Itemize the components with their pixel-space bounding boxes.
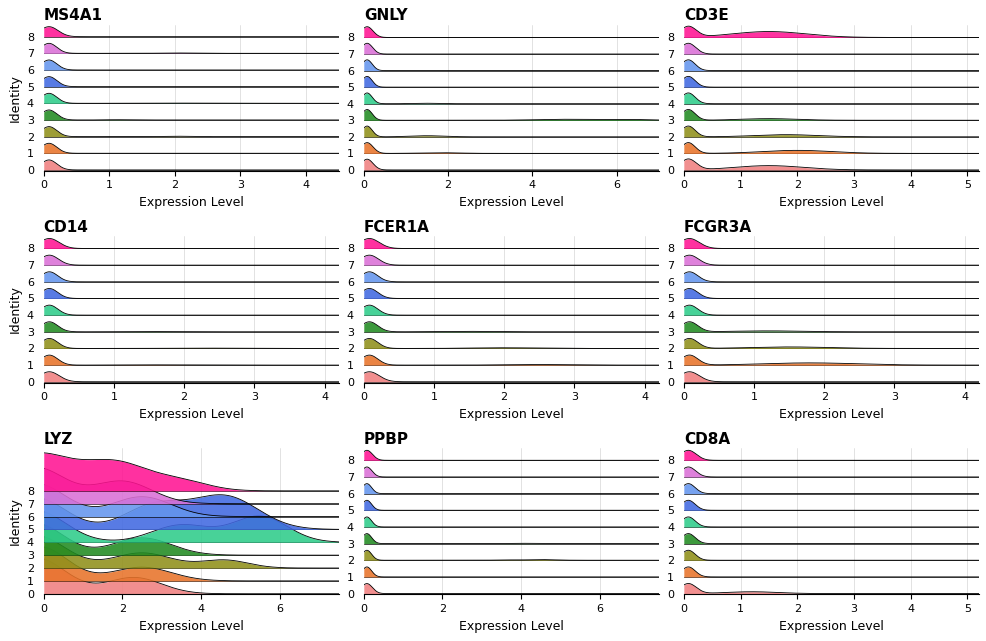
X-axis label: Expression Level: Expression Level (458, 196, 563, 209)
Y-axis label: Identity: Identity (8, 285, 22, 333)
X-axis label: Expression Level: Expression Level (778, 408, 882, 421)
X-axis label: Expression Level: Expression Level (458, 408, 563, 421)
Text: CD8A: CD8A (683, 432, 730, 447)
Text: FCER1A: FCER1A (364, 220, 429, 235)
Y-axis label: Identity: Identity (8, 497, 22, 545)
Text: GNLY: GNLY (364, 8, 407, 23)
Y-axis label: Identity: Identity (8, 74, 22, 122)
X-axis label: Expression Level: Expression Level (458, 620, 563, 633)
X-axis label: Expression Level: Expression Level (778, 196, 882, 209)
X-axis label: Expression Level: Expression Level (139, 408, 244, 421)
Text: CD3E: CD3E (683, 8, 728, 23)
Text: LYZ: LYZ (43, 432, 73, 447)
X-axis label: Expression Level: Expression Level (139, 196, 244, 209)
Text: CD14: CD14 (43, 220, 89, 235)
X-axis label: Expression Level: Expression Level (139, 620, 244, 633)
X-axis label: Expression Level: Expression Level (778, 620, 882, 633)
Text: MS4A1: MS4A1 (43, 8, 103, 23)
Text: PPBP: PPBP (364, 432, 408, 447)
Text: FCGR3A: FCGR3A (683, 220, 751, 235)
